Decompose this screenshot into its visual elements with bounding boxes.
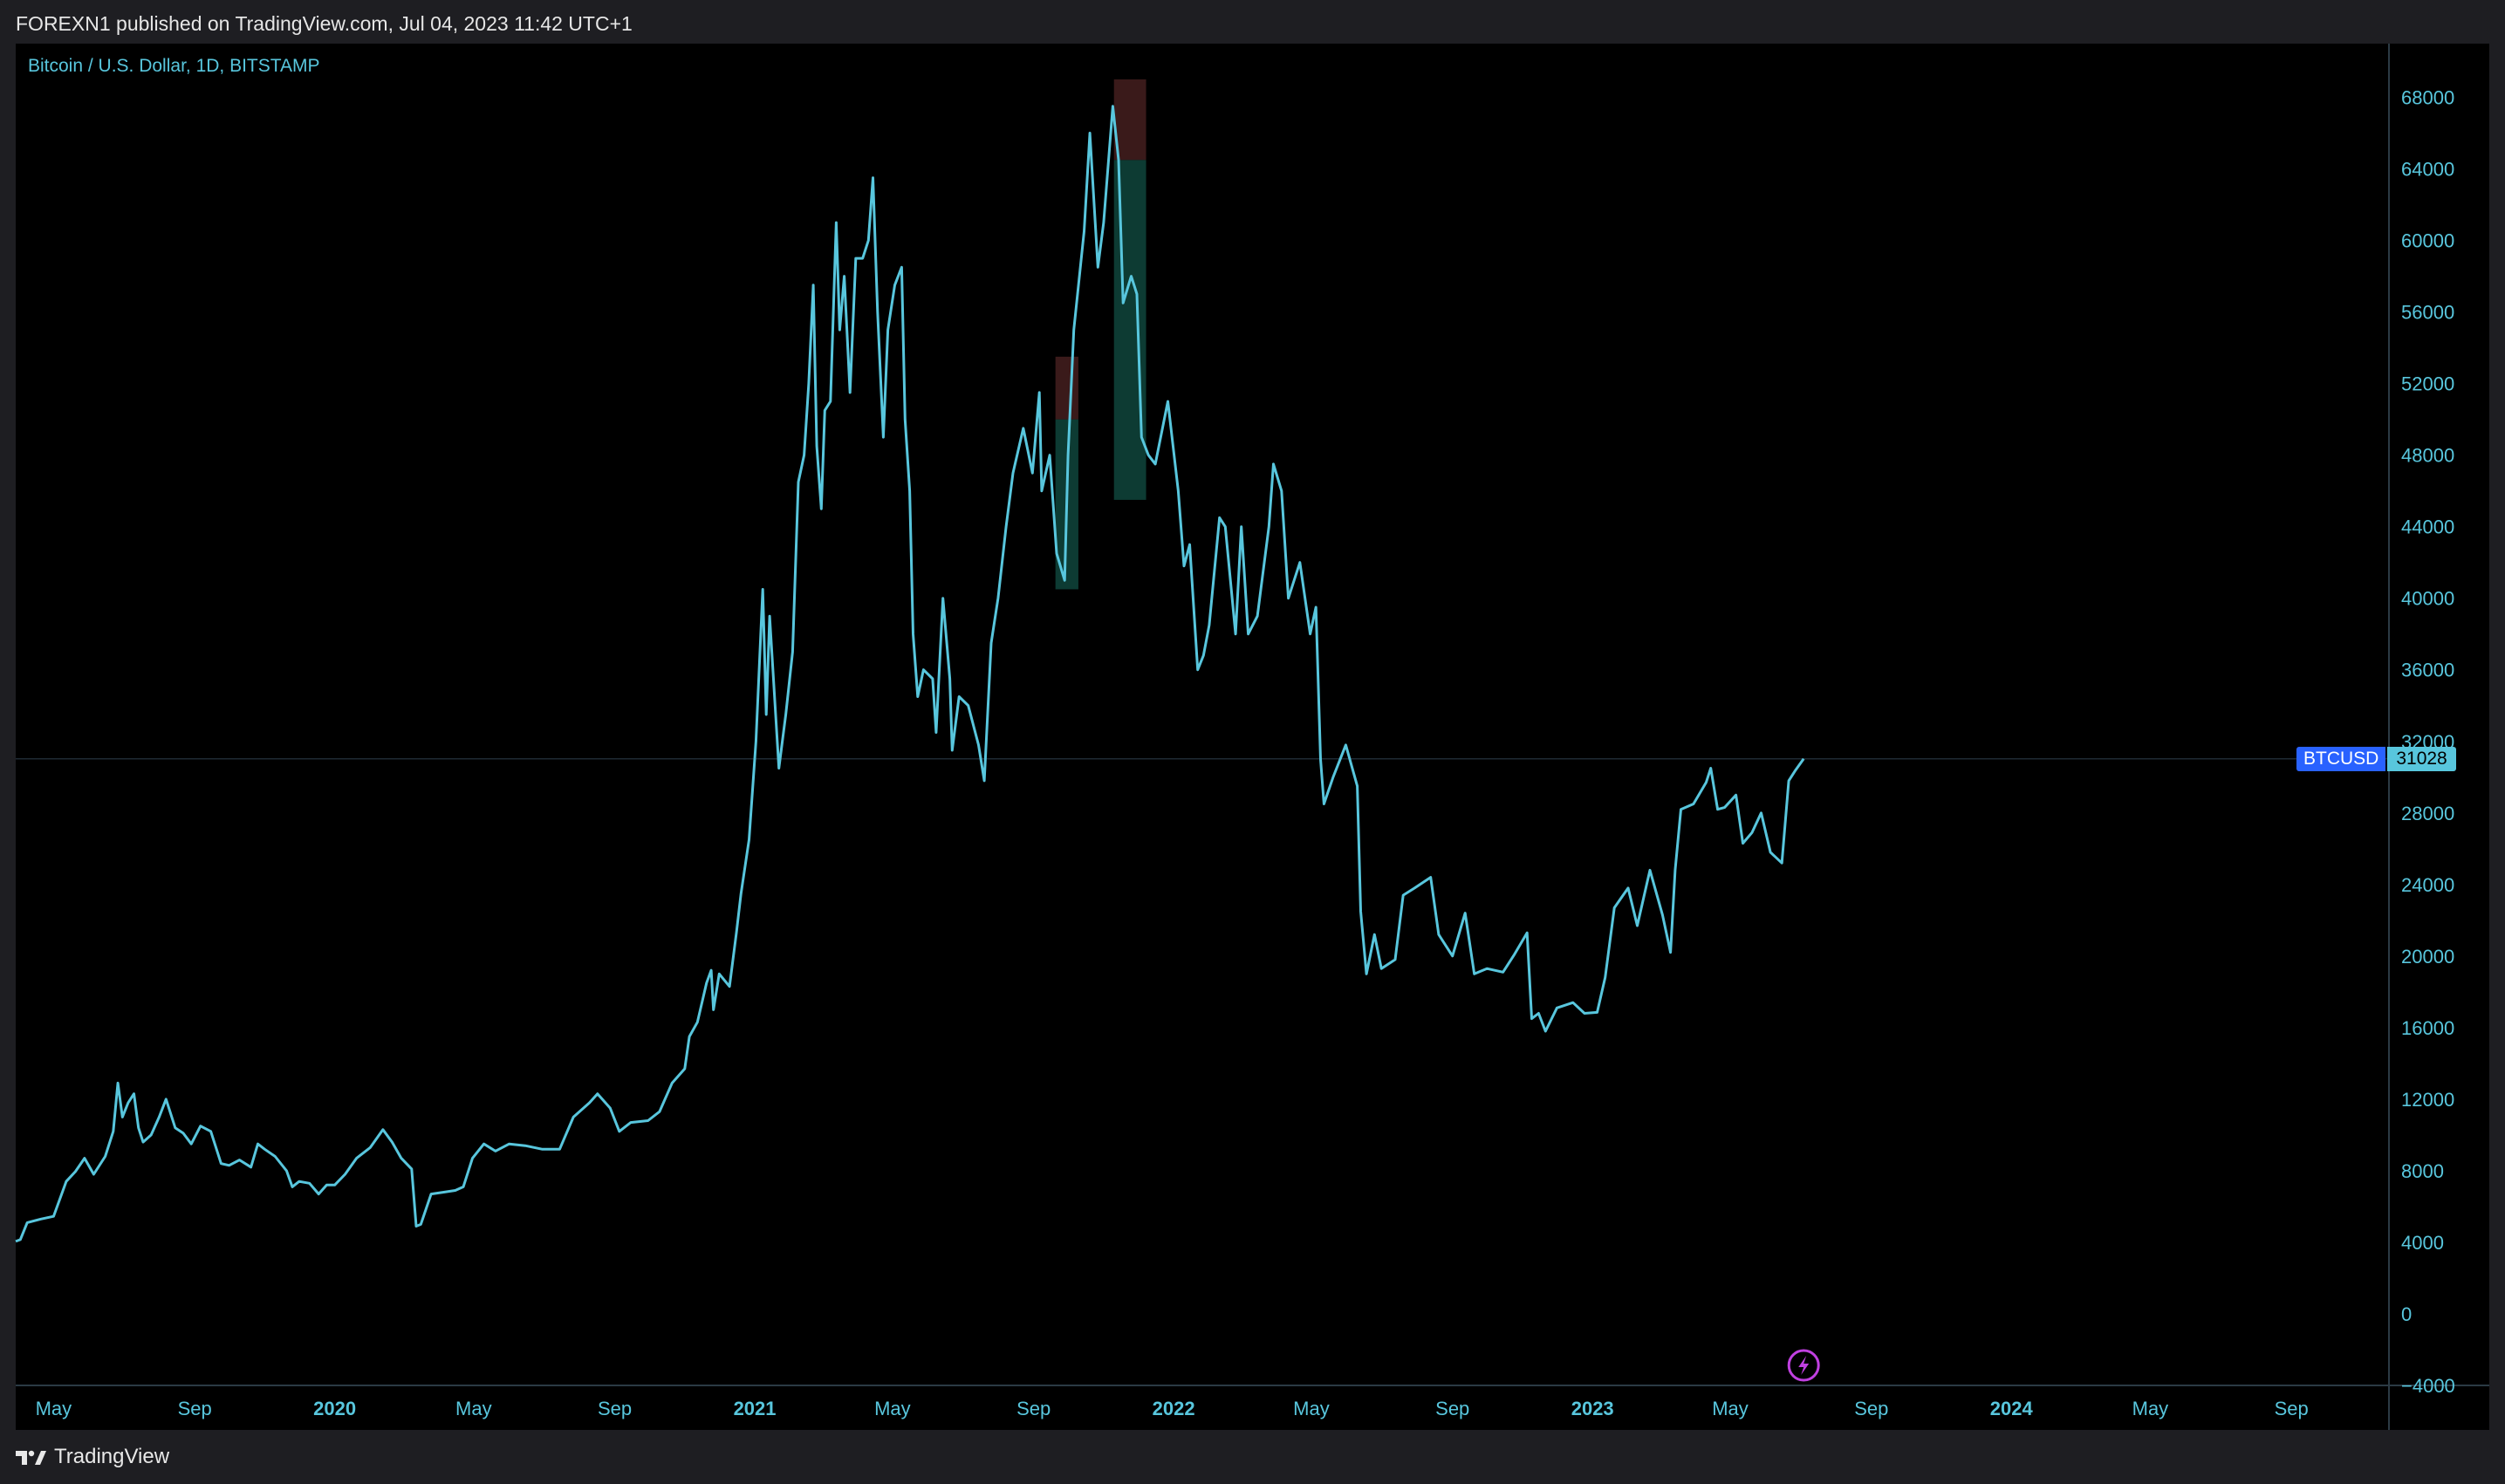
x-tick-label: Sep bbox=[1435, 1398, 1469, 1419]
long-position-zone-2[interactable] bbox=[1113, 160, 1146, 500]
y-tick-label: 44000 bbox=[2401, 516, 2454, 538]
y-tick-label: 52000 bbox=[2401, 373, 2454, 395]
x-tick-label: Sep bbox=[1016, 1398, 1051, 1419]
x-tick-label: Sep bbox=[1854, 1398, 1888, 1419]
x-tick-label: May bbox=[36, 1398, 72, 1419]
y-tick-label: 24000 bbox=[2401, 874, 2454, 896]
chart-pane[interactable] bbox=[16, 44, 2489, 1430]
x-tick-label: Sep bbox=[598, 1398, 632, 1419]
y-tick-label: 12000 bbox=[2401, 1089, 2454, 1111]
publish-header: FOREXN1 published on TradingView.com, Ju… bbox=[0, 0, 2505, 44]
y-tick-label: 64000 bbox=[2401, 159, 2454, 181]
y-tick-label: 20000 bbox=[2401, 946, 2454, 968]
chart-title[interactable]: Bitcoin / U.S. Dollar, 1D, BITSTAMP bbox=[28, 56, 320, 76]
tradingview-logo[interactable]: TradingView bbox=[14, 1445, 169, 1469]
x-tick-label: 2024 bbox=[1990, 1398, 2034, 1419]
x-tick-label: May bbox=[1293, 1398, 1330, 1419]
last-price-badge: BTCUSD 31028 bbox=[2296, 746, 2456, 771]
y-tick-label: 0 bbox=[2401, 1303, 2412, 1325]
x-tick-label: 2020 bbox=[313, 1398, 356, 1419]
y-tick-label: 68000 bbox=[2401, 87, 2454, 109]
y-tick-label: 40000 bbox=[2401, 588, 2454, 610]
x-tick-label: May bbox=[2132, 1398, 2169, 1419]
y-tick-label: 56000 bbox=[2401, 302, 2454, 324]
short-position-zone-3[interactable] bbox=[1113, 79, 1146, 161]
x-tick-label: May bbox=[1712, 1398, 1749, 1419]
y-tick-label: 48000 bbox=[2401, 445, 2454, 467]
symbol-label: BTCUSD bbox=[2296, 746, 2386, 771]
x-tick-label: May bbox=[455, 1398, 492, 1419]
x-tick-label: 2023 bbox=[1571, 1398, 1614, 1419]
y-tick-label: 36000 bbox=[2401, 660, 2454, 681]
x-tick-label: Sep bbox=[2275, 1398, 2309, 1419]
y-tick-label: 60000 bbox=[2401, 230, 2454, 252]
lightning-bolt-icon bbox=[1798, 1356, 1810, 1375]
y-tick-label: −4000 bbox=[2401, 1375, 2455, 1397]
footer-bar bbox=[0, 1430, 2505, 1484]
last-price-label: 31028 bbox=[2387, 746, 2456, 771]
y-tick-label: 8000 bbox=[2401, 1160, 2444, 1182]
short-position-zone-1[interactable] bbox=[1055, 356, 1078, 420]
tradingview-brand: TradingView bbox=[54, 1445, 170, 1468]
x-tick-label: Sep bbox=[178, 1398, 212, 1419]
x-tick-label: 2022 bbox=[1153, 1398, 1195, 1419]
x-tick-label: 2021 bbox=[734, 1398, 777, 1419]
y-tick-label: 28000 bbox=[2401, 803, 2454, 824]
x-tick-label: May bbox=[874, 1398, 911, 1419]
y-tick-label: 4000 bbox=[2401, 1232, 2444, 1254]
published-by-text: FOREXN1 published on TradingView.com, Ju… bbox=[16, 12, 633, 35]
y-tick-label: 16000 bbox=[2401, 1017, 2454, 1039]
lightning-icon[interactable] bbox=[1787, 1349, 1820, 1382]
price-series-line[interactable] bbox=[15, 105, 1805, 1243]
tradingview-logo-icon bbox=[16, 1450, 46, 1465]
